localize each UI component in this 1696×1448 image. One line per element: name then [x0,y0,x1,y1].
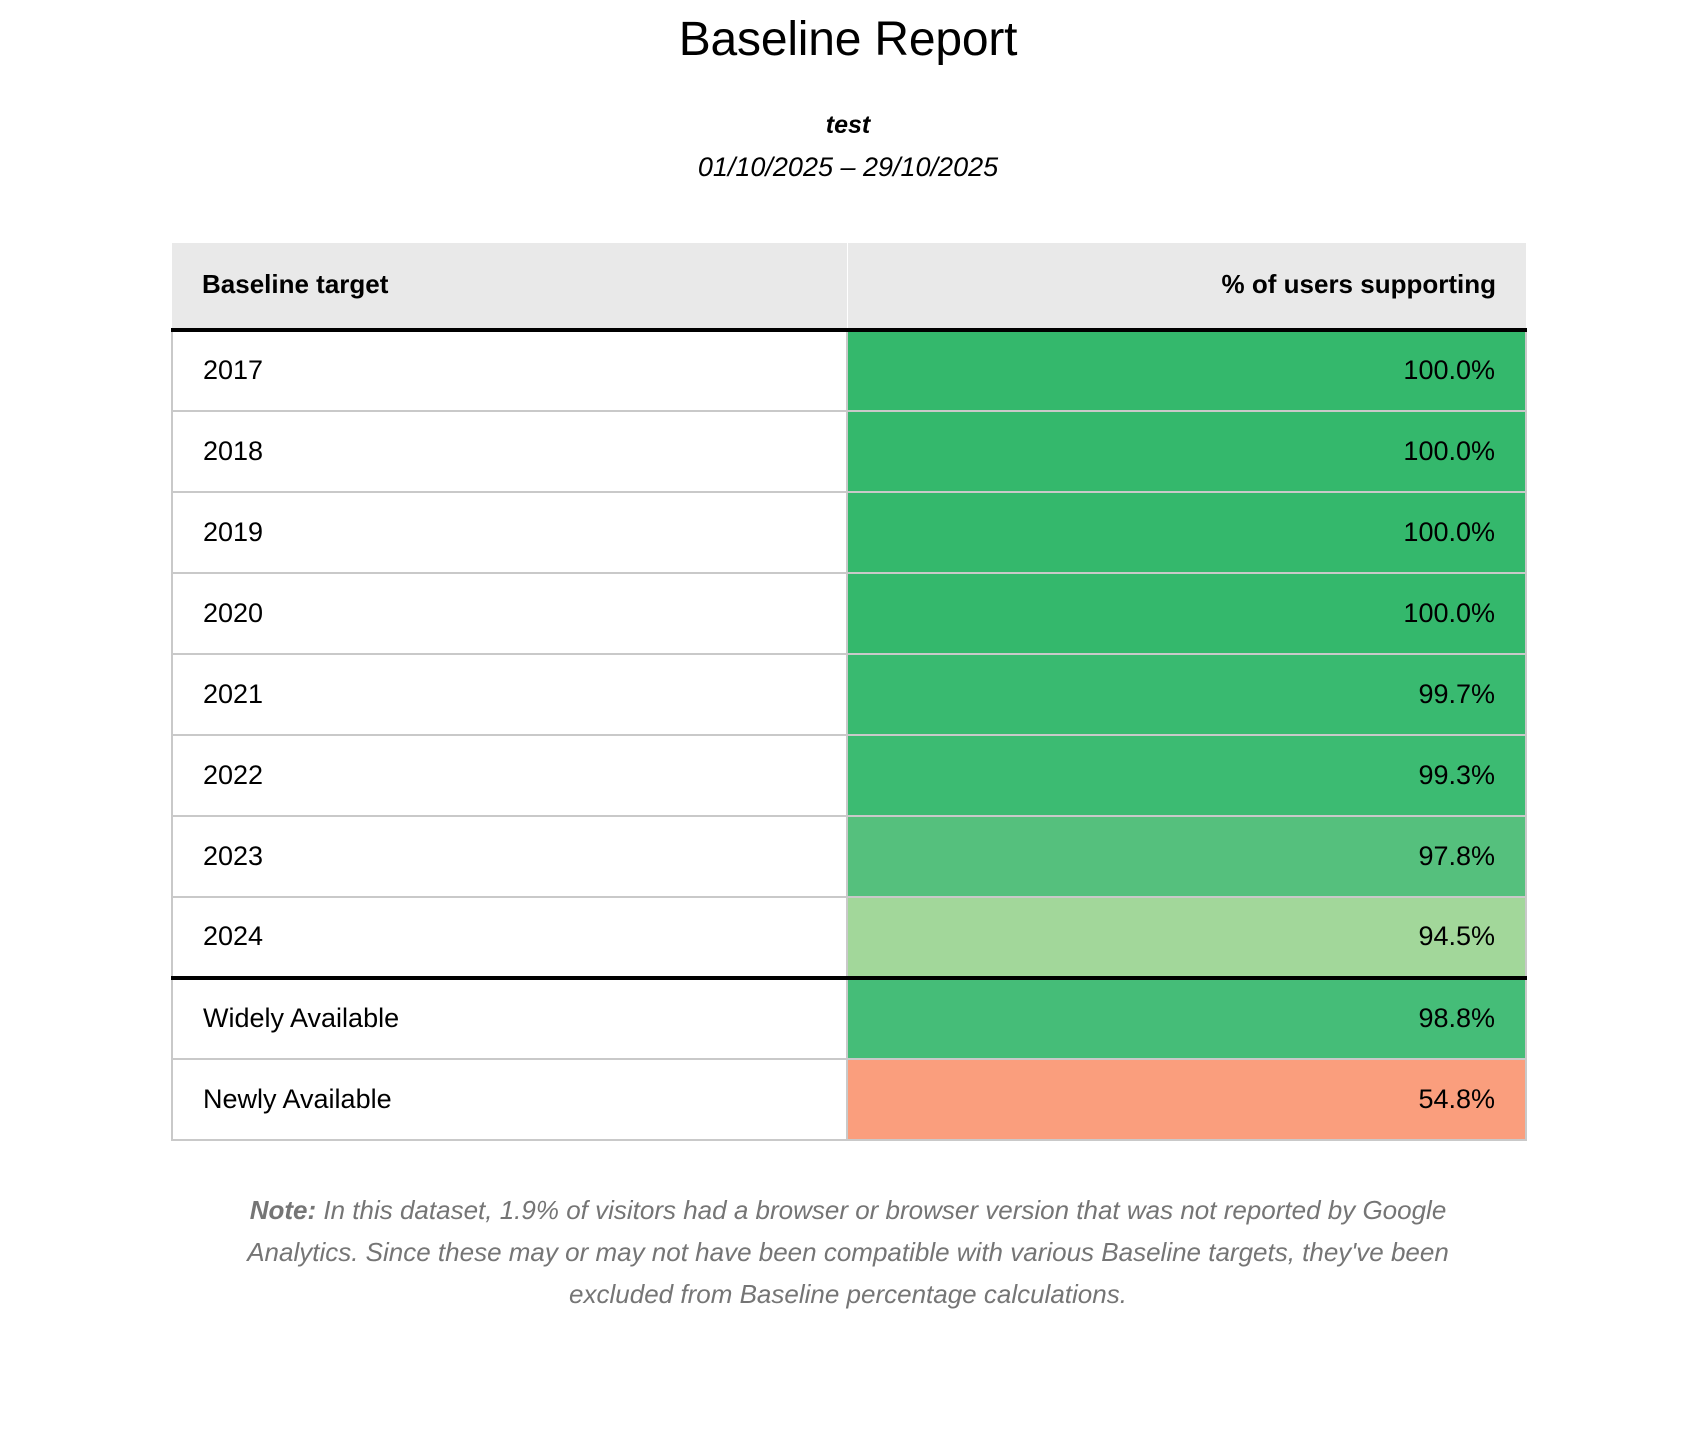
table-row: 2017 100.0% [171,329,1527,412]
cell-baseline-target: 2019 [171,491,848,574]
cell-baseline-target: Newly Available [171,1058,848,1141]
cell-percent-supporting: 100.0% [847,491,1527,574]
table-row: 2020 100.0% [171,572,1527,655]
table-row: 2021 99.7% [171,653,1527,736]
table-row: 2023 97.8% [171,815,1527,898]
footnote-label: Note: [249,1194,317,1225]
baseline-table: Baseline target % of users supporting 20… [171,242,1527,1141]
cell-baseline-target: 2023 [171,815,848,898]
cell-baseline-target: 2018 [171,410,848,493]
table-row: 2022 99.3% [171,734,1527,817]
footnote-text: In this dataset, 1.9% of visitors had a … [247,1194,1449,1309]
cell-percent-supporting: 94.5% [847,896,1527,980]
table-body: 2017 100.0% 2018 100.0% 2019 100.0% 2020 100.0%… [171,329,1527,1141]
date-range: 01/10/2025 – 29/10/2025 [697,151,999,182]
footnote: Note: In this dataset, 1.9% of visitors … [228,1189,1468,1315]
cell-percent-supporting: 98.8% [847,977,1527,1060]
cell-percent-supporting: 100.0% [847,329,1527,412]
cell-baseline-target: 2022 [171,734,848,817]
cell-percent-supporting: 99.3% [847,734,1527,817]
page-title: Baseline Report [678,13,1018,66]
table-row: 2024 94.5% [171,896,1527,980]
table-row: Newly Available 54.8% [171,1058,1527,1141]
baseline-table-container: Baseline target % of users supporting 20… [171,242,1527,1141]
table-header-row: Baseline target % of users supporting [172,242,1526,330]
cell-baseline-target: 2024 [171,896,848,980]
cell-percent-supporting: 97.8% [847,815,1527,898]
table-row: 2018 100.0% [171,410,1527,493]
cell-baseline-target: 2021 [171,653,848,736]
cell-percent-supporting: 100.0% [847,572,1527,655]
cell-baseline-target: 2020 [171,572,848,655]
property-name: test [825,111,871,140]
cell-baseline-target: Widely Available [171,977,848,1060]
cell-percent-supporting: 99.7% [847,653,1527,736]
cell-percent-supporting: 54.8% [847,1058,1527,1141]
table-row: 2019 100.0% [171,491,1527,574]
table-header: Baseline target % of users supporting [172,242,1526,330]
cell-percent-supporting: 100.0% [847,410,1527,493]
column-header-baseline-target: Baseline target [172,242,848,330]
column-header-percent-supporting: % of users supporting [847,242,1526,330]
table-row: Widely Available 98.8% [171,977,1527,1060]
cell-baseline-target: 2017 [171,329,848,412]
report-subtitle: test 01/10/2025 – 29/10/2025 [0,107,1696,188]
